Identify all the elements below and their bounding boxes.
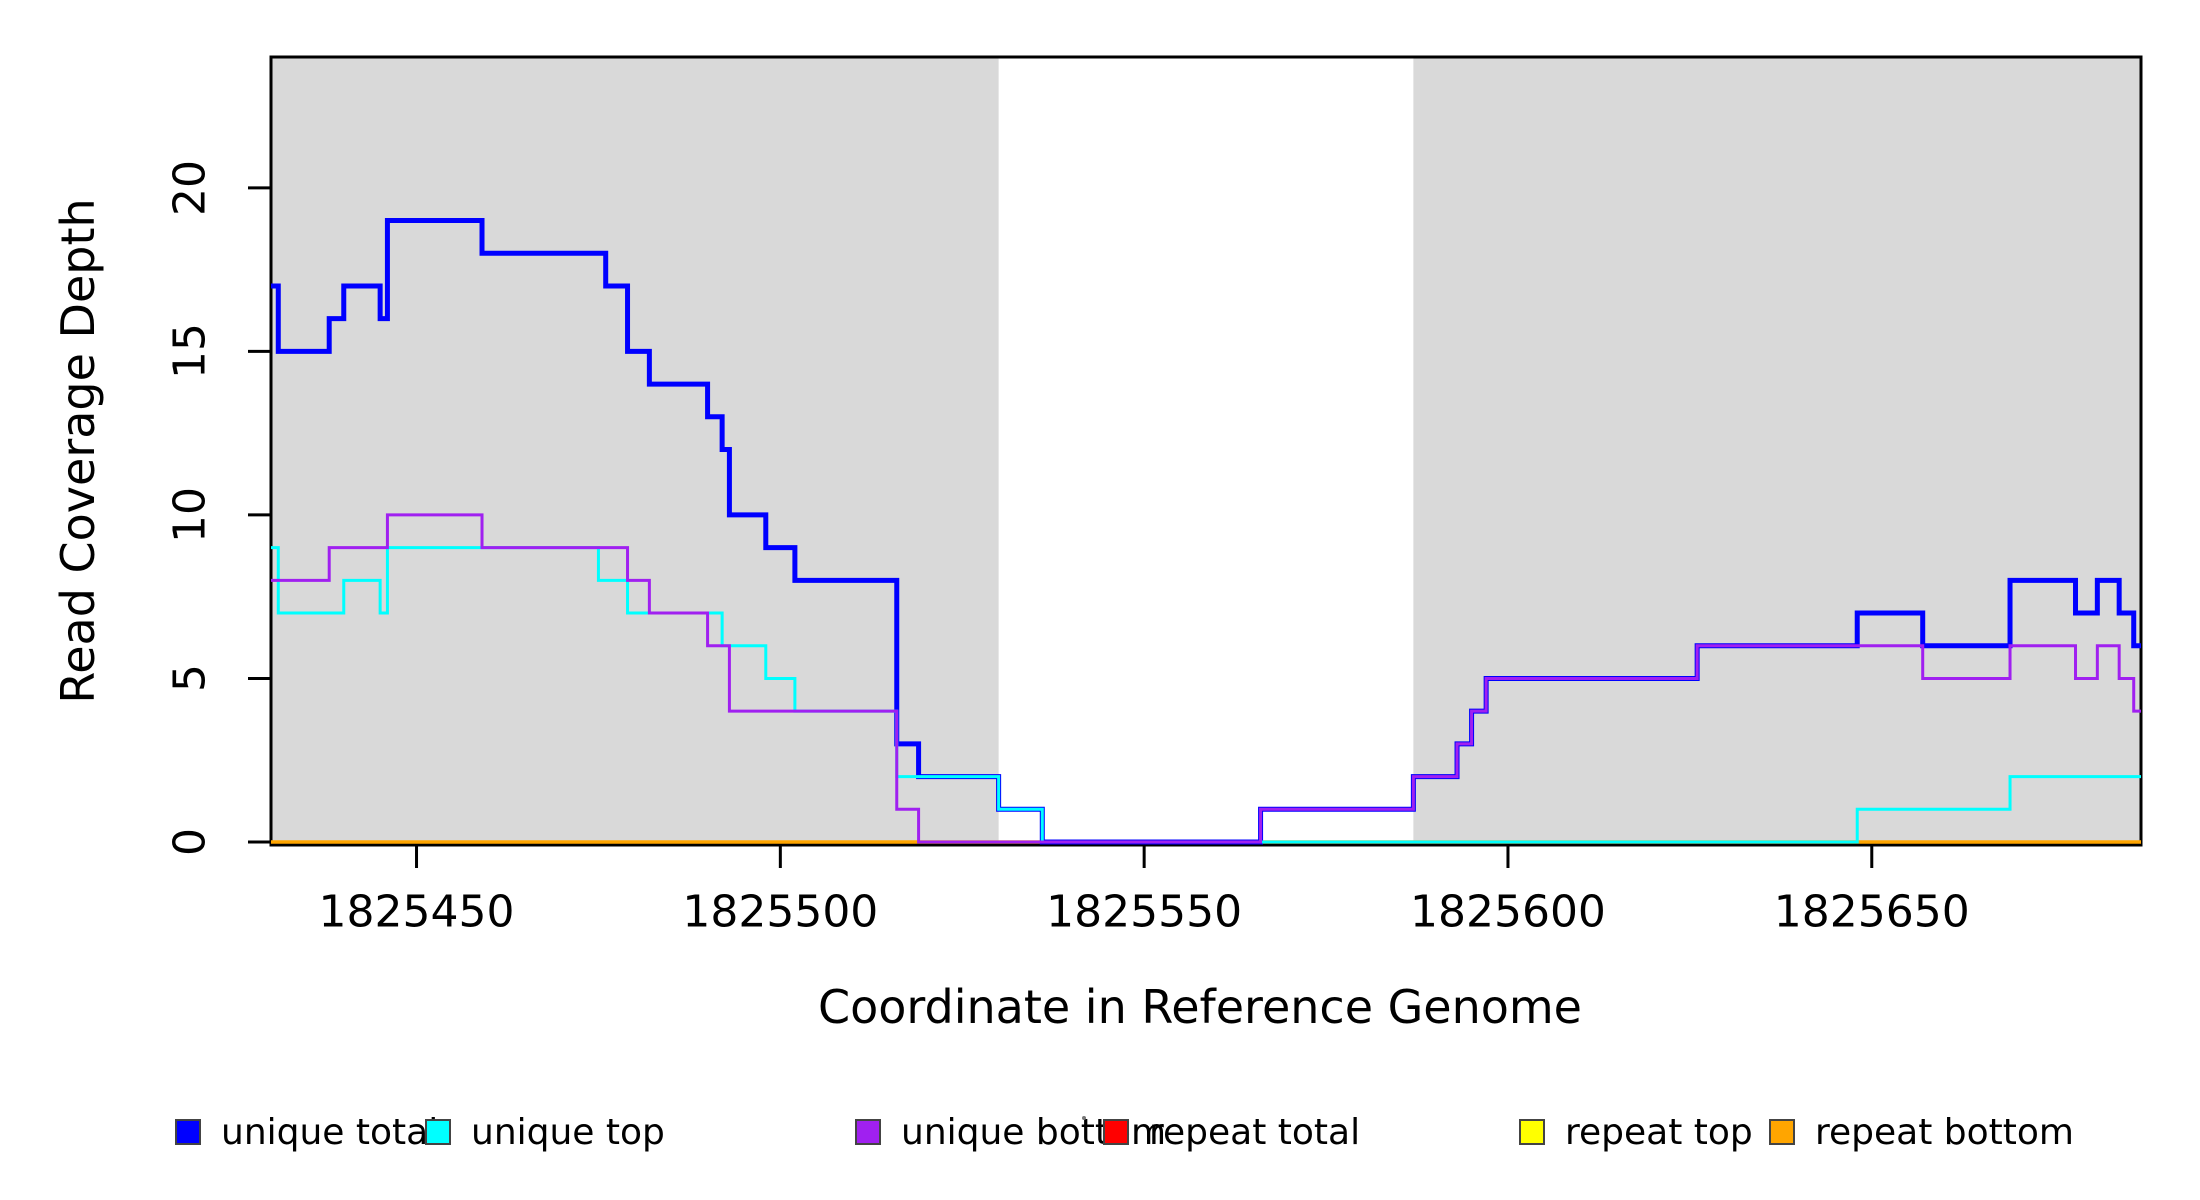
legend-label: repeat top [1565, 1111, 1753, 1153]
x-tick-label: 1825500 [682, 886, 879, 938]
legend-entry-unique-top: unique top [425, 1110, 665, 1154]
step-line-unique-total [271, 218, 2141, 845]
legend-swatch-unique-total [175, 1119, 201, 1145]
legend-label: unique top [471, 1111, 665, 1153]
legend-swatch-unique-top [425, 1119, 451, 1145]
legend-entry-repeat-total: repeat total [1103, 1110, 1360, 1154]
x-tick-label: 1825650 [1773, 886, 1970, 938]
x-tick-label: 1825600 [1409, 886, 1606, 938]
legend-label: repeat total [1149, 1111, 1361, 1153]
shaded-region-2 [1413, 57, 2141, 845]
step-line-unique-bottom [271, 513, 2141, 844]
legend-label: unique total [221, 1111, 439, 1153]
x-axis-title: Coordinate in Reference Genome [818, 980, 1582, 1034]
legend-entry-repeat-top: repeat top [1519, 1110, 1753, 1154]
legend-label: repeat bottom [1815, 1111, 2074, 1153]
stray-dot [1082, 1116, 1086, 1120]
legend-swatch-repeat-top [1519, 1119, 1545, 1145]
legend-entry-repeat-bottom: repeat bottom [1769, 1110, 2074, 1154]
x-tick-label: 1825550 [1046, 886, 1243, 938]
plot-box [269, 55, 2143, 847]
x-tick-label: 1825450 [318, 886, 515, 938]
legend-swatch-repeat-bottom [1769, 1119, 1795, 1145]
legend-swatch-repeat-total [1103, 1119, 1129, 1145]
legend-swatch-unique-bottom [855, 1119, 881, 1145]
shaded-region-1 [271, 57, 999, 845]
legend-entry-unique-total: unique total [175, 1110, 438, 1154]
